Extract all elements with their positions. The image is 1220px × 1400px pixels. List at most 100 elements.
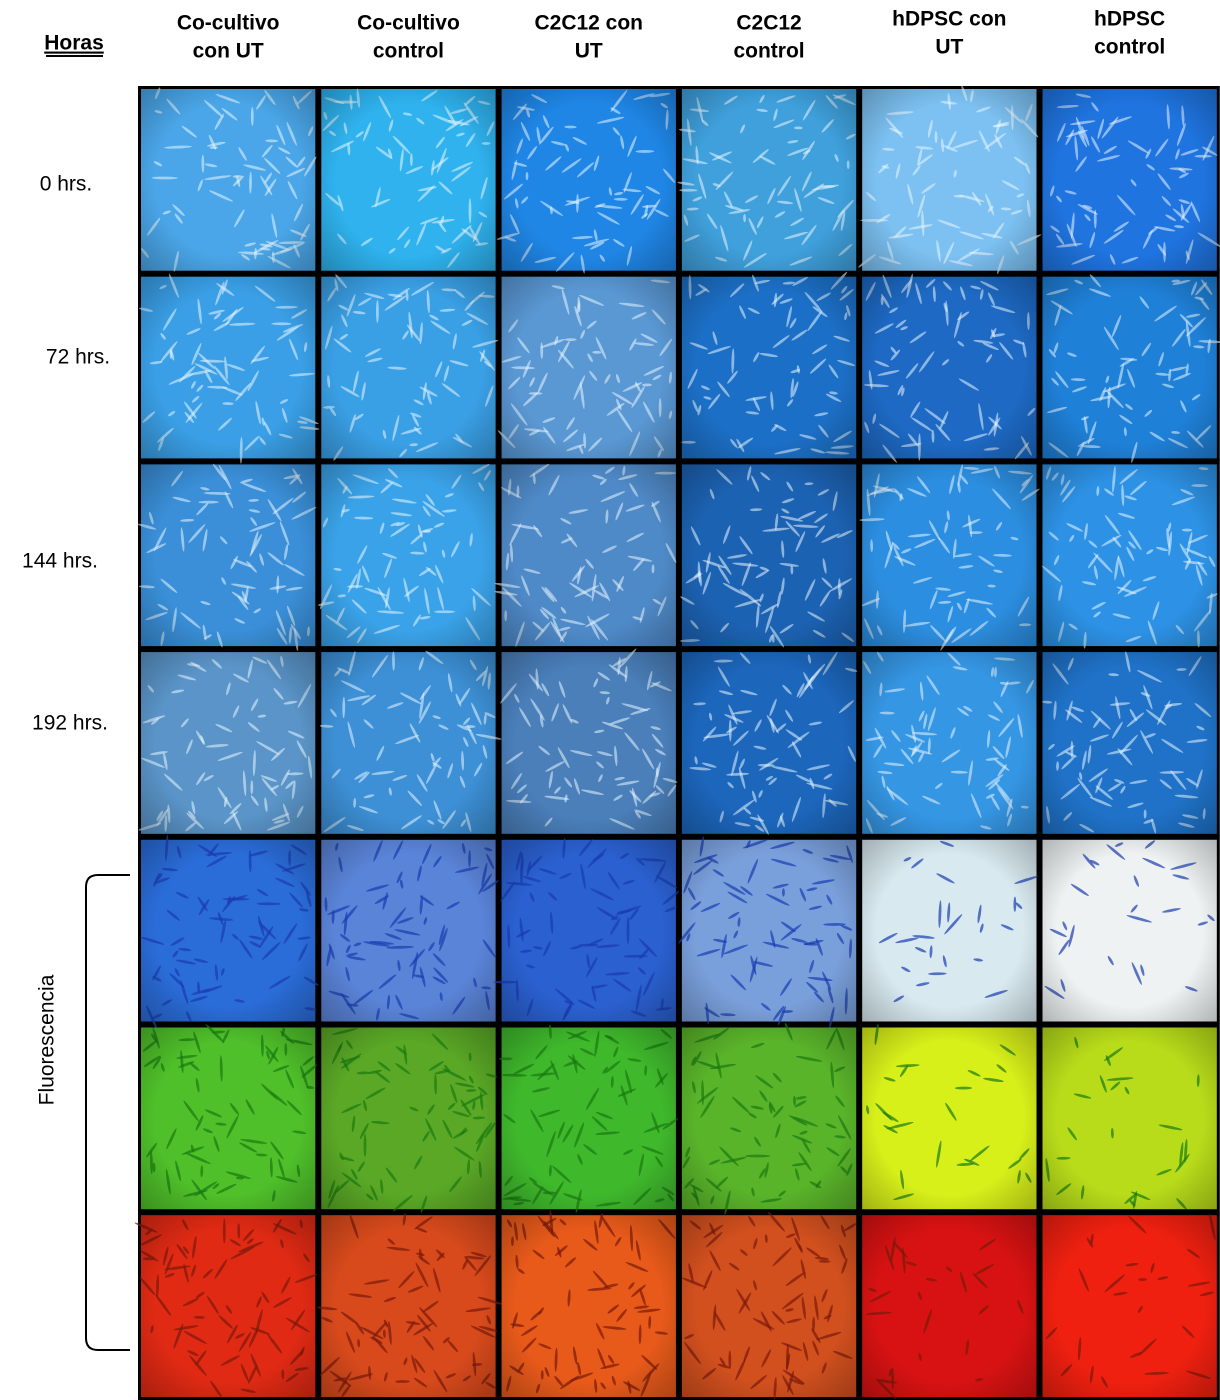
micrograph: [139, 273, 320, 464]
micrograph: [1043, 1028, 1217, 1211]
micrograph: [141, 1023, 318, 1209]
vignette: [862, 464, 1036, 646]
vignette: [862, 1028, 1036, 1210]
vignette: [502, 1028, 676, 1210]
micrograph: [862, 1023, 1036, 1209]
column-header: Co-cultivo: [177, 12, 280, 35]
column-header: control: [1094, 36, 1165, 59]
vignette: [321, 464, 495, 646]
page: Horas Fluorescencia Co-cultivo con UT Co-c…: [0, 0, 1220, 1400]
vignette: [321, 277, 495, 459]
vignette: [862, 277, 1036, 459]
column-header: C2C12: [736, 12, 801, 35]
column-header: C2C12 con: [534, 12, 643, 35]
vignette: [141, 1028, 315, 1210]
micrograph: [681, 1022, 856, 1215]
vignette: [1043, 840, 1217, 1022]
vignette: [321, 840, 495, 1022]
micrograph: [493, 838, 680, 1022]
column-header: hDPSC: [1094, 8, 1165, 31]
vignette: [862, 652, 1036, 834]
vignette: [502, 652, 676, 834]
vignette: [321, 652, 495, 834]
micrograph: [140, 87, 317, 272]
micrograph: [317, 1213, 503, 1398]
micrograph: [1043, 273, 1220, 463]
micrograph: [137, 463, 317, 651]
vignette: [682, 89, 856, 271]
vignette: [321, 1028, 495, 1210]
column-header: UT: [935, 36, 963, 59]
column-header: Co-cultivo: [357, 12, 460, 35]
figure: Horas Fluorescencia Co-cultivo con UT Co-c…: [0, 0, 1220, 1400]
vignette: [682, 652, 856, 834]
micrograph: [496, 89, 676, 274]
column-header: hDPSC con: [892, 8, 1006, 31]
vignette: [502, 89, 676, 271]
vignette: [141, 277, 315, 459]
micrograph: [138, 652, 315, 834]
column-header: con UT: [193, 40, 264, 63]
vignette: [1043, 1215, 1217, 1397]
micrograph: [862, 651, 1036, 834]
micrograph: [321, 839, 499, 1021]
micrograph: [681, 1211, 857, 1400]
vignette: [1043, 1028, 1217, 1210]
vignette: [1043, 89, 1217, 271]
micrograph: [677, 89, 856, 271]
micrograph: [499, 648, 678, 834]
micrograph: [1043, 839, 1217, 1021]
micrograph: [682, 651, 858, 835]
horas-header: Horas: [44, 32, 104, 55]
micrograph: [134, 1215, 318, 1399]
row-label: 144 hrs.: [22, 550, 98, 573]
micrograph: [497, 277, 676, 459]
micrograph: [681, 271, 856, 459]
vignette: [502, 277, 676, 459]
bracket: [86, 875, 130, 1350]
column-header: control: [373, 40, 444, 63]
micrograph: [1043, 1213, 1217, 1397]
micrograph: [677, 836, 856, 1028]
micrograph: [320, 650, 502, 834]
micrograph: [862, 273, 1036, 463]
micrograph: [502, 1210, 677, 1398]
micrograph: [857, 85, 1041, 274]
vignette: [1043, 464, 1217, 646]
micrograph: [321, 88, 495, 270]
vignette: [862, 89, 1036, 271]
vignette: [141, 840, 315, 1022]
vignette: [321, 1215, 495, 1397]
micrograph: [1042, 651, 1217, 834]
vignette: [862, 840, 1036, 1022]
vignette: [141, 652, 315, 834]
vignette: [502, 840, 676, 1022]
image-grid: [134, 85, 1220, 1400]
side-label: Fluorescencia: [36, 974, 59, 1105]
vignette: [682, 277, 856, 459]
vignette: [862, 1215, 1036, 1397]
row-label: 72 hrs.: [46, 346, 110, 369]
micrograph: [859, 464, 1040, 651]
vignette: [682, 1028, 856, 1210]
micrograph: [140, 835, 319, 1030]
vignette: [1043, 277, 1217, 459]
vignette: [682, 840, 856, 1022]
column-header: UT: [575, 40, 603, 63]
row-label: 0 hrs.: [40, 173, 93, 196]
micrograph: [680, 464, 857, 648]
micrograph: [321, 1027, 497, 1213]
micrograph: [321, 273, 499, 461]
vignette: [141, 1215, 315, 1397]
vignette: [502, 464, 676, 646]
micrograph: [494, 463, 677, 647]
column-header: control: [733, 40, 804, 63]
row-label: 192 hrs.: [32, 712, 108, 735]
micrograph: [499, 1024, 679, 1213]
micrograph: [862, 1215, 1036, 1400]
micrograph: [862, 840, 1038, 1022]
vignette: [321, 89, 495, 271]
micrograph: [318, 463, 496, 646]
micrograph: [1041, 464, 1218, 648]
vignette: [1043, 652, 1217, 834]
